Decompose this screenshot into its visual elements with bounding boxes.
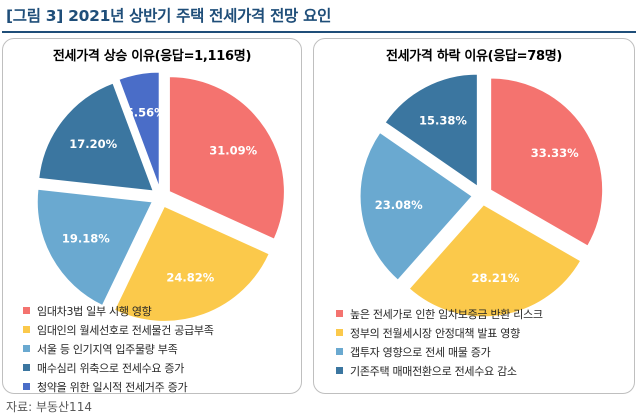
legend-swatch bbox=[336, 310, 343, 317]
legend-item: 정부의 전월세시장 안정대책 발표 영향 bbox=[336, 323, 543, 342]
figure-title: [그림 3] 2021년 상반기 주택 전세가격 전망 요인 bbox=[6, 7, 332, 25]
chart-panel-fall: 전세가격 하락 이유(응답=78명) 33.33% 28.21% 23.08% 15.… bbox=[313, 38, 635, 394]
data-label: 19.18% bbox=[62, 232, 110, 246]
data-label: 24.82% bbox=[166, 271, 214, 285]
data-label: 28.21% bbox=[472, 271, 520, 285]
legend-swatch bbox=[23, 345, 30, 352]
pie-slice bbox=[408, 204, 582, 318]
data-label: 5.56% bbox=[126, 105, 166, 119]
pie-slice bbox=[384, 73, 478, 188]
legend-label: 갭투자 영향으로 전세 매물 증가 bbox=[350, 345, 491, 359]
legend-label: 청약을 위한 일시적 전세거주 증가 bbox=[37, 380, 188, 394]
pie-slice bbox=[113, 205, 270, 322]
source-note: 자료: 부동산114 bbox=[6, 400, 92, 414]
data-label: 31.09% bbox=[209, 143, 257, 157]
pie-slice bbox=[36, 188, 154, 307]
legend-item: 매수심리 위축으로 전세수요 증가 bbox=[23, 358, 214, 377]
pie-chart-rise: 31.09% 24.82% 19.18% 17.20% 5.56% bbox=[36, 71, 285, 322]
legend-label: 기존주택 매매전환으로 전세수요 감소 bbox=[350, 364, 517, 378]
legend-swatch bbox=[23, 307, 30, 314]
legend-swatch bbox=[23, 383, 30, 390]
pie-chart-fall: 33.33% 28.21% 23.08% 15.38% bbox=[359, 73, 604, 318]
pie-slice bbox=[359, 131, 473, 281]
legend-item: 갭투자 영향으로 전세 매물 증가 bbox=[336, 342, 543, 361]
legend-item: 서울 등 인기지역 입주물량 부족 bbox=[23, 339, 214, 358]
data-label: 33.33% bbox=[531, 146, 579, 160]
legend-swatch bbox=[23, 326, 30, 333]
pie-slice bbox=[168, 76, 285, 240]
pie-slice bbox=[38, 82, 154, 192]
legend-item: 임대차3법 일부 시행 영향 bbox=[23, 301, 214, 320]
legend-label: 높은 전세가로 인한 임차보증금 반환 리스크 bbox=[350, 307, 543, 321]
legend-label: 정부의 전월세시장 안정대책 발표 영향 bbox=[350, 326, 520, 340]
chart-panel-rise: 전세가격 상승 이유(응답=1,116명) 31.09% 24.82% 19.18%… bbox=[2, 38, 302, 394]
pie-slice bbox=[118, 71, 160, 188]
pie-slice bbox=[490, 77, 604, 247]
legend-label: 매수심리 위축으로 전세수요 증가 bbox=[37, 361, 185, 375]
legend-label: 임대차3법 일부 시행 영향 bbox=[37, 304, 152, 318]
data-label: 17.20% bbox=[69, 137, 117, 151]
legend-swatch bbox=[336, 367, 343, 374]
legend-item: 임대인의 월세선호로 전세물건 공급부족 bbox=[23, 320, 214, 339]
legend-label: 임대인의 월세선호로 전세물건 공급부족 bbox=[37, 323, 214, 337]
legend-item: 청약을 위한 일시적 전세거주 증가 bbox=[23, 377, 214, 396]
chart-title-fall: 전세가격 하락 이유(응답=78명) bbox=[385, 49, 563, 64]
chart-title-rise: 전세가격 상승 이유(응답=1,116명) bbox=[52, 49, 252, 64]
title-divider bbox=[2, 31, 636, 33]
legend-swatch bbox=[336, 348, 343, 355]
legend-swatch bbox=[336, 329, 343, 336]
legend-item: 기존주택 매매전환으로 전세수요 감소 bbox=[336, 361, 543, 380]
legend-item: 높은 전세가로 인한 임차보증금 반환 리스크 bbox=[336, 304, 543, 323]
legend-label: 서울 등 인기지역 입주물량 부족 bbox=[37, 342, 178, 356]
data-label: 15.38% bbox=[419, 114, 467, 128]
legend-swatch bbox=[23, 364, 30, 371]
data-label: 23.08% bbox=[375, 198, 423, 212]
